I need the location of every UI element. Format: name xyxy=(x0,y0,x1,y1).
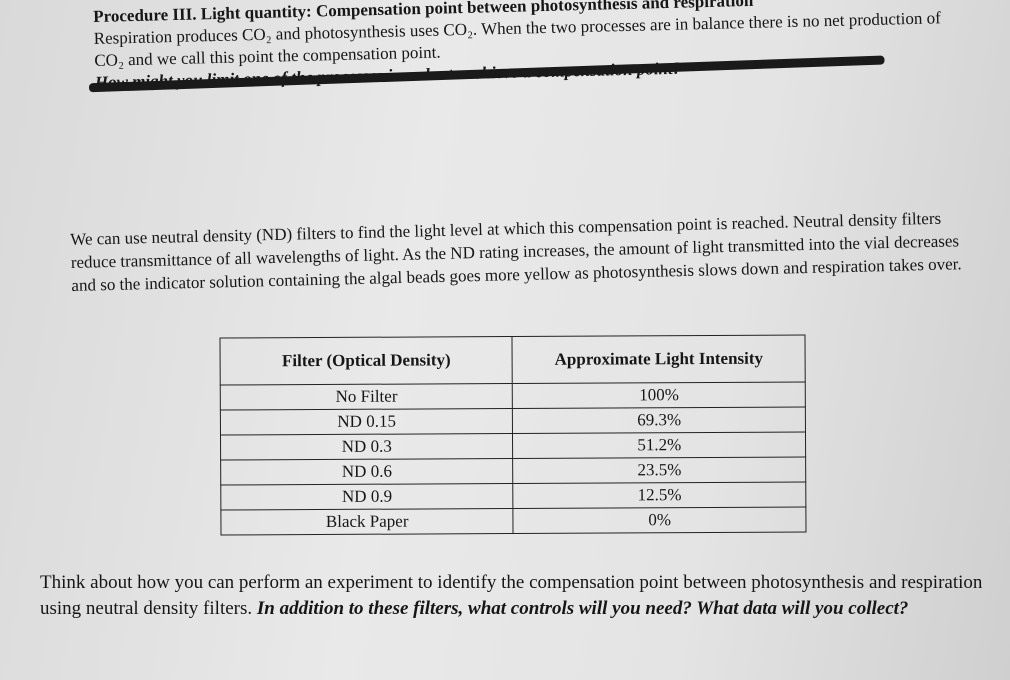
table-cell: Black Paper xyxy=(220,508,514,536)
question-text: Think about how you can perform an exper… xyxy=(40,572,983,619)
question: Think about how you can perform an exper… xyxy=(40,570,1000,622)
table-row: No Filter 100% xyxy=(220,381,806,411)
table-cell: No Filter xyxy=(220,383,513,411)
table-cell: ND 0.6 xyxy=(220,458,514,486)
column-header: Filter (Optical Density) xyxy=(219,336,513,386)
table-cell: 23.5% xyxy=(513,456,806,484)
question-emphasis: In addition to these filters, what contr… xyxy=(256,598,909,619)
table-row: ND 0.15 69.3% xyxy=(220,406,806,436)
table-row: ND 0.9 12.5% xyxy=(220,481,806,511)
table-row: ND 0.3 51.2% xyxy=(220,431,806,461)
filter-table: Filter (Optical Density) Approximate Ligh… xyxy=(219,334,807,536)
table-cell: ND 0.9 xyxy=(220,483,514,511)
table-row: ND 0.6 23.5% xyxy=(220,456,806,486)
header-row: Filter (Optical Density) Approximate Ligh… xyxy=(219,334,806,386)
header: Procedure III. Light quantity: Compensat… xyxy=(93,0,945,94)
table-cell: 0% xyxy=(513,506,807,534)
table-cell: 100% xyxy=(512,381,806,409)
table-cell: ND 0.15 xyxy=(220,408,513,436)
table-cell: 51.2% xyxy=(512,431,806,459)
table-cell: 69.3% xyxy=(512,406,806,434)
table-cell: 12.5% xyxy=(513,481,806,509)
table-cell: ND 0.3 xyxy=(220,433,514,461)
table-row: Black Paper 0% xyxy=(220,506,807,536)
column-header: Approximate Light Intensity xyxy=(512,334,806,384)
paragraph: We can use neutral density (ND) filters … xyxy=(70,208,962,295)
